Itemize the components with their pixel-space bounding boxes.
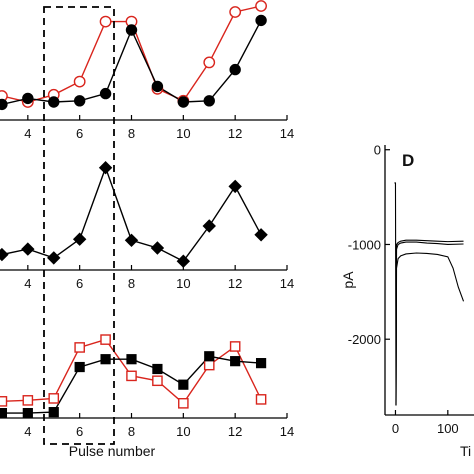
- data-point-1-7: [98, 160, 113, 175]
- line-panel-middle: 4 6 8 10 12 14: [0, 160, 294, 291]
- line-panel-top: 4 6 8 10 12 14: [0, 0, 294, 141]
- data-point-2-7: [100, 354, 111, 365]
- data-point-2-11: [204, 351, 215, 362]
- panel-d-label: D: [402, 151, 414, 170]
- data-point-1-6: [73, 75, 86, 88]
- data-point-1-5: [48, 393, 60, 404]
- data-point-1-12: [229, 341, 241, 352]
- d-current-trace-1: [394, 182, 464, 406]
- x-tick-label-12: 12: [228, 126, 242, 141]
- x-tick-label-6: 6: [76, 126, 83, 141]
- data-point-1-9: [152, 375, 163, 387]
- x-tick-label-12: 12: [228, 276, 242, 291]
- data-point-1-10: [176, 254, 191, 268]
- data-point-1-11: [203, 359, 215, 371]
- d-y-tick-label-0: 0: [374, 143, 381, 158]
- data-point-2-5: [48, 407, 59, 418]
- line-panel-bottom: 4 6 8 10 12 14: [0, 334, 294, 439]
- data-point-1-13: [255, 394, 267, 405]
- data-point-1-9: [150, 241, 165, 255]
- data-point-2-4: [22, 408, 33, 419]
- data-point-1-8: [126, 370, 137, 382]
- data-point-2-6: [73, 95, 86, 107]
- x-tick-label-14: 14: [280, 276, 294, 291]
- data-point-2-3: [0, 98, 8, 111]
- data-point-1-11: [203, 56, 216, 69]
- x-tick-label-8: 8: [128, 126, 135, 141]
- data-point-1-12: [229, 6, 242, 18]
- data-point-1-6: [72, 232, 87, 246]
- data-point-1-4: [21, 242, 35, 256]
- panel-d: 0 -1000 -2000 0 100 pA Ti D: [340, 143, 474, 459]
- data-point-1-4: [22, 395, 34, 406]
- d-y-tick-label-1000: -1000: [348, 237, 381, 252]
- data-point-1-12: [228, 179, 242, 194]
- data-point-1-7: [100, 334, 111, 345]
- data-point-2-7: [99, 87, 112, 100]
- data-point-1-10: [178, 398, 189, 409]
- data-point-1-7: [99, 15, 112, 28]
- x-tick-label-4: 4: [24, 424, 31, 439]
- data-point-1-6: [74, 342, 85, 353]
- data-point-1-3: [0, 247, 9, 262]
- x-tick-label-8: 8: [128, 276, 135, 291]
- d-y-tick-label-2000: -2000: [348, 332, 381, 347]
- x-tick-label-4: 4: [24, 126, 31, 141]
- series-line-2: [0, 355, 262, 414]
- data-point-1-13: [255, 0, 267, 12]
- x-tick-label-12: 12: [228, 424, 242, 439]
- data-point-2-4: [22, 92, 34, 105]
- data-point-2-13: [255, 358, 267, 369]
- x-tick-label-14: 14: [280, 126, 294, 141]
- x-tick-label-10: 10: [176, 126, 190, 141]
- x-tick-label-14: 14: [280, 424, 294, 439]
- data-point-2-13: [255, 14, 267, 27]
- left-panels: 4 6 8 10 12 14 4 6 8 10 12 14 4 6 8 10 12 14: [0, 0, 294, 439]
- d-y-axis-title: pA: [340, 271, 356, 289]
- d-x-axis-title: Ti: [460, 443, 471, 459]
- pulse-window-box: [43, 6, 115, 445]
- data-point-2-5: [48, 96, 60, 108]
- data-point-1-8: [124, 233, 139, 248]
- data-point-2-12: [229, 63, 241, 76]
- data-point-2-6: [74, 361, 85, 373]
- x-tick-label-10: 10: [176, 276, 190, 291]
- data-point-2-9: [151, 80, 164, 93]
- data-point-1-5: [47, 251, 61, 265]
- data-point-2-11: [203, 95, 215, 107]
- d-current-trace-2: [395, 241, 464, 406]
- data-point-2-3: [0, 408, 8, 419]
- data-point-2-10: [178, 379, 189, 390]
- x-tick-label-6: 6: [76, 276, 83, 291]
- d-current-trace-3: [395, 252, 465, 406]
- d-x-tick-label-100: 100: [437, 421, 459, 436]
- data-point-1-13: [254, 228, 268, 242]
- data-point-2-10: [177, 96, 190, 108]
- data-point-2-12: [230, 356, 241, 367]
- data-point-1-11: [202, 219, 216, 233]
- d-x-tick-label-0: 0: [392, 421, 399, 436]
- data-point-2-9: [152, 363, 163, 375]
- x-tick-label-4: 4: [24, 276, 31, 291]
- data-point-2-8: [125, 24, 138, 36]
- x-tick-label-6: 6: [76, 424, 83, 439]
- series-line-1: [0, 165, 262, 263]
- data-point-2-8: [126, 354, 137, 365]
- data-point-1-3: [0, 396, 8, 407]
- x-axis-title: Pulse number: [69, 443, 156, 459]
- x-tick-label-10: 10: [176, 424, 190, 439]
- x-tick-label-8: 8: [128, 424, 135, 439]
